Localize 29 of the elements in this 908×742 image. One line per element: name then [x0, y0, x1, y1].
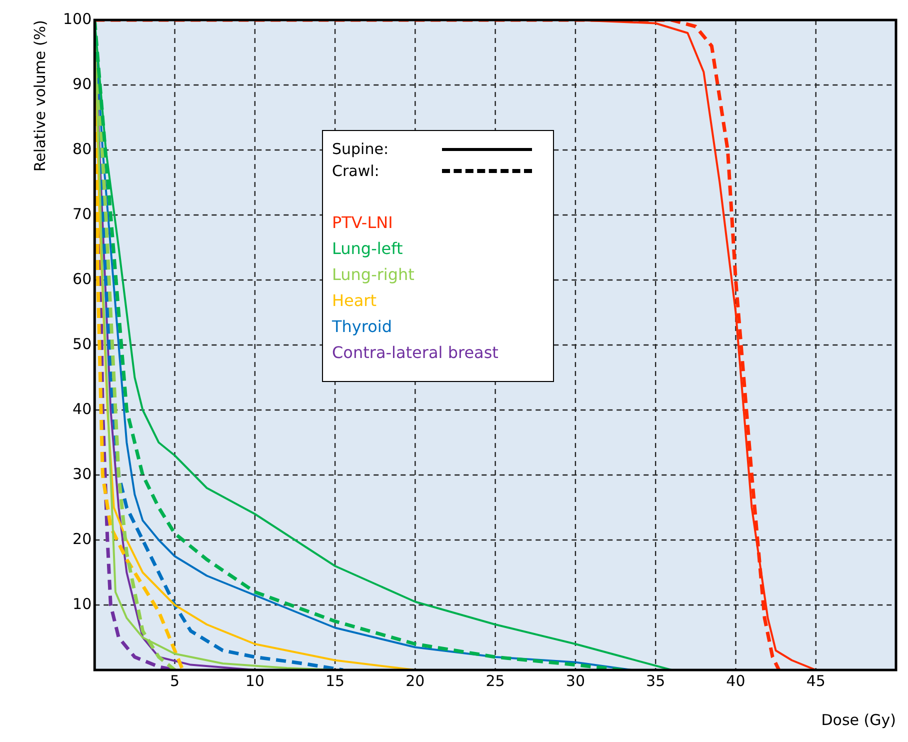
x-tick-label: 40: [726, 672, 746, 690]
y-axis-title: Relative volume (%): [30, 20, 49, 172]
y-tick-label: 30: [72, 464, 92, 483]
text: Lung-right: [332, 264, 416, 286]
x-tick-label: 30: [566, 672, 585, 690]
text: Contra-lateral breast: [332, 342, 500, 364]
y-tick-label: 50: [72, 334, 92, 353]
x-axis-title: Dose (Gy): [821, 710, 896, 729]
text: Thyroid: [332, 316, 393, 338]
x-tick-label: 45: [806, 672, 826, 690]
y-tick-label: 80: [72, 140, 92, 158]
x-tick-label: 35: [646, 672, 666, 690]
y-tick-label: 100: [62, 10, 92, 28]
y-tick-label: 60: [72, 270, 92, 288]
x-tick-label: 5: [170, 672, 180, 690]
y-tick-label: 70: [72, 204, 92, 223]
x-tick-label: 15: [325, 672, 345, 690]
x-tick-label: 10: [245, 672, 264, 690]
y-tick-label: 10: [72, 594, 92, 613]
text: Lung-left: [332, 238, 404, 260]
x-tick-label: 25: [486, 672, 505, 690]
text: PTV-LNI: [332, 212, 394, 234]
y-tick-label: 20: [72, 530, 92, 548]
text: Heart: [332, 290, 378, 312]
y-tick-label: 90: [72, 74, 92, 93]
y-tick-label: 40: [72, 400, 92, 418]
annotation: Supine:: [332, 140, 390, 158]
x-tick-label: 20: [406, 672, 425, 690]
annotation: Crawl:: [332, 162, 380, 180]
